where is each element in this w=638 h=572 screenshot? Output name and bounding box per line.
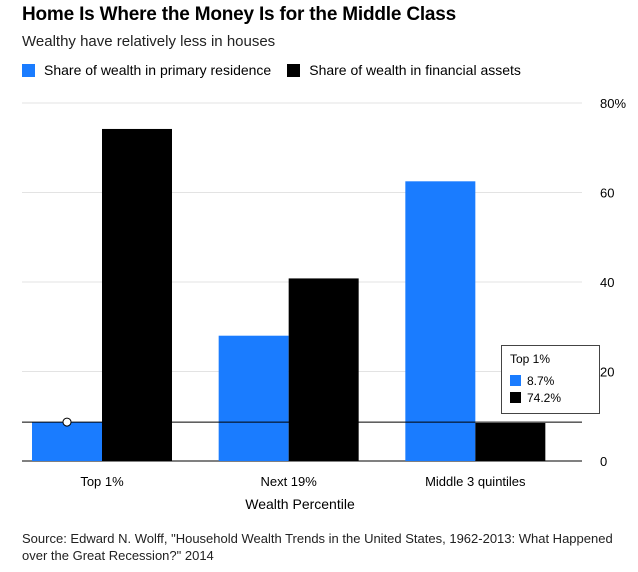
tooltip-row-financial: 74.2% [510, 389, 599, 406]
legend-item-financial[interactable]: Share of wealth in financial assets [287, 62, 521, 78]
y-tick-label: 20 [600, 365, 614, 380]
y-tick-label: 80% [600, 96, 626, 111]
hover-point-marker [62, 417, 72, 427]
legend-swatch-financial [287, 63, 301, 77]
x-tick-label: Next 19% [260, 474, 317, 489]
x-tick-label: Middle 3 quintiles [425, 474, 526, 489]
bar-financial[interactable] [288, 278, 359, 461]
legend-swatch-residence [22, 63, 35, 77]
legend-label-residence: Share of wealth in primary residence [44, 62, 272, 78]
x-tick-label: Top 1% [80, 474, 124, 489]
legend-item-residence[interactable]: Share of wealth in primary residence [22, 62, 271, 78]
chart-title: Home Is Where the Money Is for the Middl… [22, 4, 457, 25]
x-axis-title: Wealth Percentile [245, 496, 355, 512]
y-tick-label: 0 [600, 454, 607, 469]
tooltip-category: Top 1% [510, 352, 551, 366]
tooltip-value-financial: 74.2% [527, 390, 562, 405]
tooltip-value-residence: 8.7% [527, 373, 555, 388]
bar-residence[interactable] [32, 422, 102, 461]
bar-residence[interactable] [218, 335, 289, 461]
tooltip-swatch-residence [510, 375, 521, 386]
y-tick-label: 40 [600, 275, 614, 290]
hover-tooltip: Top 1% 8.7% 74.2% [501, 345, 600, 414]
legend: Share of wealth in primary residence Sha… [22, 62, 537, 78]
tooltip-row-residence: 8.7% [510, 372, 599, 389]
bar-financial[interactable] [102, 128, 172, 461]
tooltip-swatch-financial [510, 392, 521, 403]
bar-residence[interactable] [405, 181, 476, 461]
source-note: Source: Edward N. Wolff, "Household Weal… [22, 531, 613, 563]
y-tick-label: 60 [600, 186, 614, 201]
legend-label-financial: Share of wealth in financial assets [309, 62, 521, 78]
chart-subtitle: Wealthy have relatively less in houses [22, 33, 276, 50]
bar-financial[interactable] [475, 422, 546, 461]
